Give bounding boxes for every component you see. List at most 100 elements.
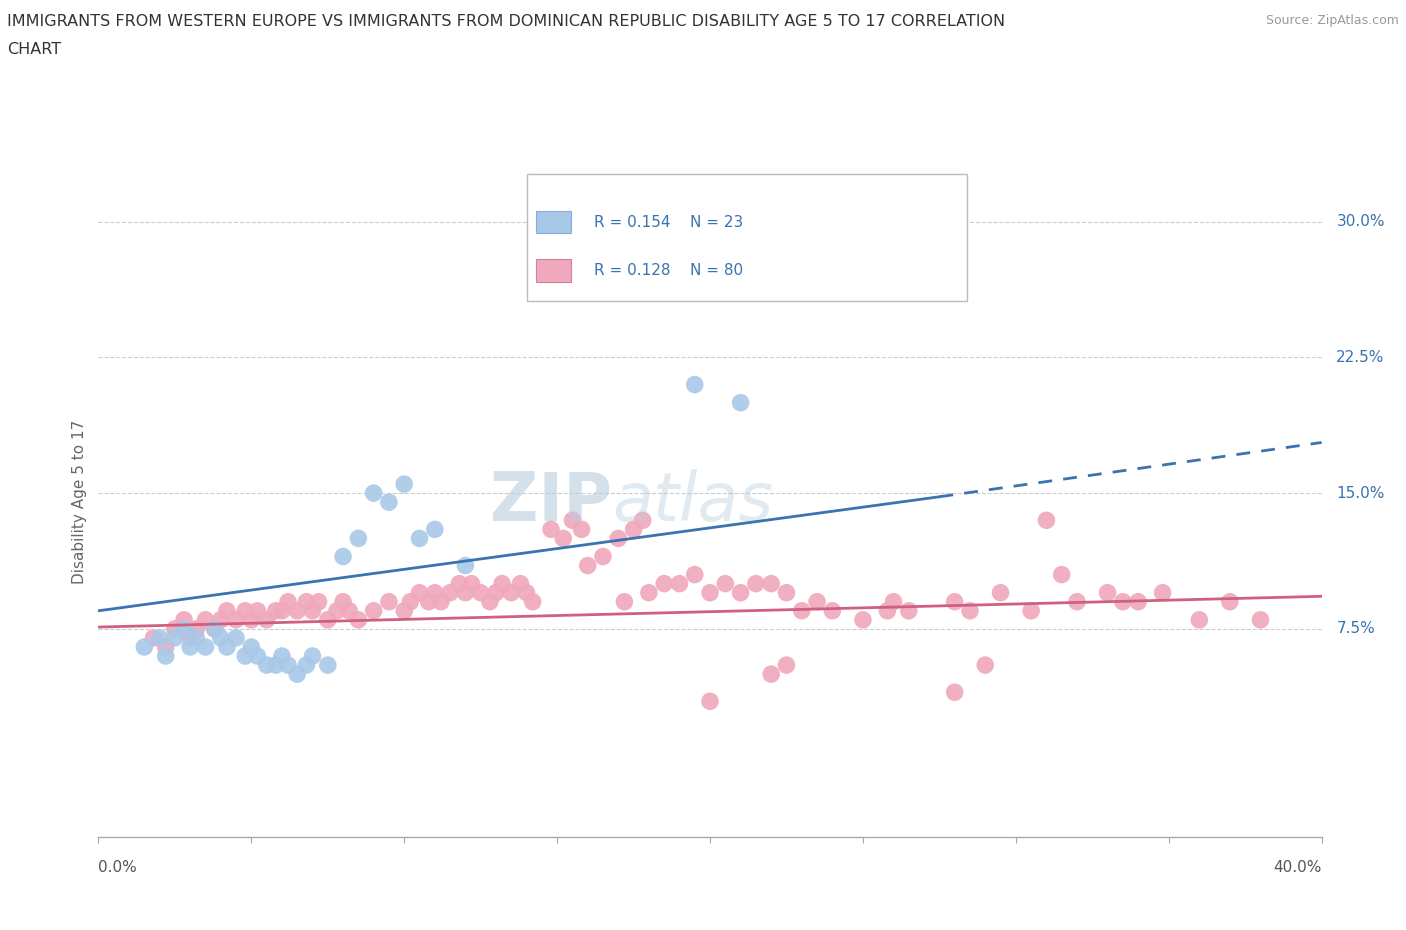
Point	[460, 577, 482, 591]
Point	[155, 648, 177, 663]
Point	[522, 594, 544, 609]
Point	[270, 648, 292, 663]
Point	[730, 395, 752, 410]
Point	[943, 684, 966, 699]
Y-axis label: Disability Age 5 to 17: Disability Age 5 to 17	[72, 420, 87, 584]
Point	[730, 585, 752, 600]
Point	[418, 594, 440, 609]
Point	[240, 640, 263, 655]
Point	[233, 648, 256, 663]
Point	[256, 612, 278, 627]
Point	[215, 640, 238, 655]
Text: 30.0%: 30.0%	[1336, 214, 1385, 229]
Point	[301, 648, 323, 663]
Point	[285, 667, 308, 682]
Point	[363, 604, 385, 618]
Point	[337, 604, 360, 618]
Point	[332, 594, 354, 609]
Point	[883, 594, 905, 609]
Point	[990, 585, 1012, 600]
Point	[399, 594, 422, 609]
Point	[745, 577, 768, 591]
Text: R = 0.154    N = 23: R = 0.154 N = 23	[593, 215, 744, 230]
Point	[316, 612, 339, 627]
Point	[246, 648, 269, 663]
Point	[308, 594, 330, 609]
Point	[623, 522, 645, 537]
Point	[876, 604, 898, 618]
Point	[775, 585, 797, 600]
Point	[194, 612, 217, 627]
Point	[683, 378, 706, 392]
Point	[316, 658, 339, 672]
Point	[332, 549, 354, 564]
Point	[179, 631, 201, 645]
Text: 7.5%: 7.5%	[1336, 621, 1375, 636]
Point	[454, 558, 477, 573]
Point	[449, 577, 471, 591]
Point	[142, 631, 165, 645]
Point	[1050, 567, 1073, 582]
Point	[668, 577, 690, 591]
Point	[561, 512, 583, 527]
Text: 0.0%: 0.0%	[98, 860, 138, 875]
Text: ZIP: ZIP	[491, 470, 612, 535]
Point	[631, 512, 654, 527]
Point	[392, 477, 416, 492]
Text: 22.5%: 22.5%	[1336, 350, 1385, 365]
Point	[194, 640, 217, 655]
Point	[264, 604, 287, 618]
Point	[852, 612, 875, 627]
Point	[652, 577, 675, 591]
Point	[759, 577, 782, 591]
Point	[1219, 594, 1241, 609]
Text: R = 0.128    N = 80: R = 0.128 N = 80	[593, 263, 742, 278]
Point	[270, 604, 292, 618]
Point	[155, 640, 177, 655]
FancyBboxPatch shape	[526, 174, 967, 301]
Point	[592, 549, 614, 564]
Point	[1128, 594, 1150, 609]
Point	[485, 585, 508, 600]
Point	[607, 531, 630, 546]
Point	[163, 631, 186, 645]
Point	[806, 594, 828, 609]
Point	[233, 604, 256, 618]
Point	[1249, 612, 1271, 627]
Point	[347, 531, 370, 546]
Text: atlas: atlas	[612, 470, 773, 535]
Point	[301, 604, 323, 618]
Point	[491, 577, 513, 591]
Point	[204, 621, 226, 636]
Point	[186, 621, 208, 636]
Point	[623, 277, 645, 292]
Point	[501, 585, 523, 600]
Point	[699, 694, 721, 709]
Point	[699, 585, 721, 600]
Point	[821, 604, 844, 618]
Point	[1066, 594, 1088, 609]
Point	[454, 585, 477, 600]
Point	[1097, 585, 1119, 600]
Point	[714, 577, 737, 591]
Point	[439, 585, 461, 600]
Point	[179, 640, 201, 655]
Point	[430, 594, 453, 609]
Bar	[536, 259, 571, 282]
Point	[516, 585, 538, 600]
Point	[347, 612, 370, 627]
Point	[423, 585, 446, 600]
Point	[613, 594, 636, 609]
Point	[149, 631, 172, 645]
Point	[1035, 512, 1057, 527]
Point	[225, 612, 247, 627]
Point	[186, 631, 208, 645]
Point	[470, 585, 492, 600]
Point	[378, 594, 401, 609]
Legend: Immigrants from Western Europe, Immigrants from Dominican Republic: Immigrants from Western Europe, Immigran…	[392, 925, 1028, 930]
Point	[246, 604, 269, 618]
Text: Source: ZipAtlas.com: Source: ZipAtlas.com	[1265, 14, 1399, 27]
Point	[790, 604, 813, 618]
Point	[225, 631, 247, 645]
Point	[1188, 612, 1211, 627]
